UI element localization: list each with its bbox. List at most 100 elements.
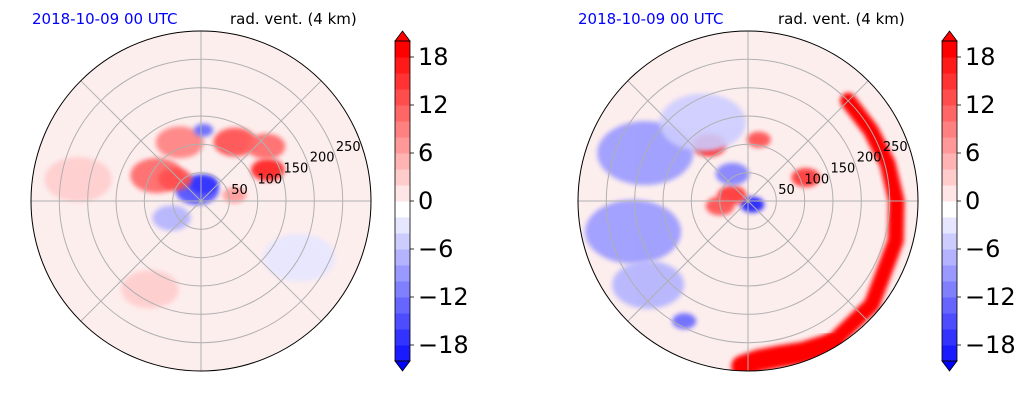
polar-panel-right: 2018-10-09 00 UTC rad. vent. (4 km) 50 1…	[577, 10, 1016, 372]
field-patch	[189, 174, 219, 194]
field-patch	[746, 131, 771, 148]
colorbar-segment	[395, 73, 410, 90]
colorbar-segment	[395, 297, 410, 314]
colorbar-segment	[395, 121, 410, 138]
colorbar-tick: 12	[965, 91, 996, 119]
colorbar-tick: −6	[965, 235, 1000, 263]
colorbar-extend-max	[941, 30, 958, 42]
radial-tick: 100	[804, 172, 829, 187]
colorbar-tick: 0	[418, 187, 433, 215]
colorbar-tick: 18	[418, 43, 449, 71]
colorbar	[941, 30, 961, 372]
colorbar-segment	[942, 217, 957, 234]
radial-tick: 150	[831, 162, 856, 177]
colorbar-segment	[942, 121, 957, 138]
radial-tick: 200	[310, 151, 335, 166]
colorbar-tick: 0	[965, 187, 980, 215]
field-patch	[672, 313, 697, 330]
colorbar-segment	[395, 41, 410, 58]
colorbar-tick: −12	[965, 283, 1016, 311]
colorbar-segment	[942, 249, 957, 266]
colorbar-segment	[395, 105, 410, 122]
colorbar-extend-max	[394, 30, 411, 42]
colorbar-tick-labels: 18 12 6 0 −6 −12 −18	[965, 43, 1016, 359]
date-label: 2018-10-09 00 UTC	[578, 10, 724, 28]
colorbar-segment	[942, 345, 957, 362]
colorbar-segment	[942, 281, 957, 298]
colorbar-segment	[395, 185, 410, 202]
colorbar-segment	[942, 265, 957, 282]
grid-spoke	[747, 80, 869, 202]
colorbar-segment	[942, 41, 957, 58]
colorbar-tick: −18	[965, 331, 1016, 359]
grid-spoke	[627, 80, 749, 202]
polar-grid	[31, 31, 371, 371]
field-patch	[155, 126, 204, 159]
colorbar-segment	[942, 105, 957, 122]
colorbar-segment	[942, 201, 957, 218]
colorbar-segment	[395, 137, 410, 154]
field-patch	[44, 157, 112, 202]
colorbar-segment	[942, 297, 957, 314]
field-patch	[585, 199, 682, 264]
colorbar-segment	[395, 249, 410, 266]
colorbar-segment	[942, 233, 957, 250]
date-label: 2018-10-09 00 UTC	[32, 10, 178, 28]
chart-title: rad. vent. (4 km)	[778, 10, 905, 28]
radial-tick: 250	[336, 140, 361, 155]
field-patch	[250, 158, 285, 182]
grid-spoke	[200, 80, 322, 202]
colorbar	[394, 30, 414, 372]
colorbar-tick: −6	[418, 235, 453, 263]
colorbar-tick: −18	[418, 331, 469, 359]
colorbar-segment	[395, 329, 410, 346]
colorbar-tick: −12	[418, 283, 469, 311]
chart-title: rad. vent. (4 km)	[230, 10, 357, 28]
colorbar-segment	[942, 313, 957, 330]
grid-spoke	[200, 200, 322, 322]
field-patch	[193, 123, 214, 137]
field-patch	[152, 205, 191, 231]
colorbar-segment	[942, 185, 957, 202]
colorbar-segment	[395, 345, 410, 362]
field-patch	[715, 162, 750, 186]
colorbar-segment	[942, 89, 957, 106]
colorbar-segment	[395, 153, 410, 170]
colorbar-segment	[942, 153, 957, 170]
colorbar-segment	[942, 137, 957, 154]
polar-grid	[578, 31, 918, 371]
colorbar-segment	[942, 329, 957, 346]
colorbar-extend-min	[394, 360, 411, 372]
radial-tick: 100	[257, 172, 282, 187]
colorbar-segment	[942, 73, 957, 90]
colorbar-segment	[395, 233, 410, 250]
field-patch	[158, 167, 192, 191]
colorbar-segment	[395, 57, 410, 74]
colorbar-tick-labels: 18 12 6 0 −6 −12 −18	[418, 43, 469, 359]
radial-tick: 50	[778, 183, 795, 198]
field-band	[731, 333, 842, 371]
grid-spoke	[80, 80, 202, 202]
radial-tick-labels: 50 100 150 200 250	[231, 140, 361, 198]
colorbar-segment	[395, 201, 410, 218]
grid-spoke	[80, 200, 202, 322]
radial-tick: 150	[284, 162, 309, 177]
colorbar-segment	[395, 281, 410, 298]
polar-boundary	[30, 30, 372, 372]
field-patch	[121, 270, 179, 309]
colorbar-extend-min	[941, 360, 958, 372]
colorbar-tick: 18	[965, 43, 996, 71]
field-patch	[791, 168, 821, 188]
colorbar-segment	[395, 313, 410, 330]
colorbar-segment	[395, 265, 410, 282]
grid-spoke	[747, 200, 869, 322]
radial-tick-labels: 50 100 150 200 250	[778, 140, 908, 198]
radial-tick: 50	[231, 183, 248, 198]
polar-panel-left: 2018-10-09 00 UTC rad. vent. (4 km) 50 1…	[30, 10, 469, 372]
colorbar-segment	[395, 217, 410, 234]
colorbar-tick: 6	[418, 139, 433, 167]
field-patch	[612, 260, 685, 309]
field-patch	[222, 187, 247, 204]
